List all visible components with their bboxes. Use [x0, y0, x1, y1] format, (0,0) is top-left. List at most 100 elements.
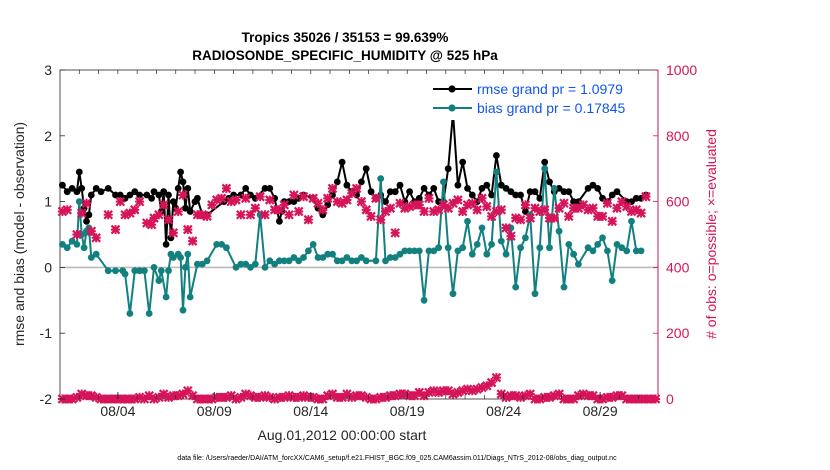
bias-point — [531, 290, 539, 298]
rmse-point — [430, 185, 438, 192]
obs_evaluated-marker — [216, 193, 227, 204]
rmse-point — [186, 208, 194, 215]
rmse-point — [63, 188, 71, 196]
y-right-tick-label: 800 — [666, 128, 690, 144]
rmse-point — [150, 188, 158, 196]
obs_evaluated-marker — [103, 209, 114, 220]
bias-point — [73, 241, 81, 248]
bias-point — [165, 267, 172, 275]
rmse-point — [459, 158, 467, 166]
obs_evaluated-marker — [419, 206, 429, 217]
rmse-point — [589, 181, 597, 189]
rmse-point — [242, 185, 250, 192]
rmse-point — [391, 188, 399, 196]
rmse-point — [85, 211, 93, 219]
bias-point — [522, 234, 529, 242]
obs_evaluated-marker — [240, 193, 251, 204]
bias-point — [628, 217, 635, 225]
obs_evaluated-marker — [342, 195, 352, 205]
obs_evaluated-marker — [525, 213, 535, 223]
bias-point — [324, 250, 332, 258]
bias-point — [198, 260, 206, 268]
obs_evaluated-marker — [472, 205, 482, 215]
rmse-point — [126, 191, 134, 199]
obs_evaluated-marker — [496, 205, 507, 215]
rmse-point — [570, 198, 577, 206]
x-tick-label: 08/24 — [486, 403, 521, 419]
obs_evaluated-marker — [173, 206, 183, 217]
bias-point — [280, 257, 288, 265]
bias-point — [131, 267, 139, 275]
bias-point — [372, 257, 380, 265]
rmse-point — [182, 204, 189, 212]
obs_evaluated-marker — [115, 196, 126, 207]
x-tick-label: 08/14 — [293, 403, 328, 419]
rmse-point — [174, 185, 182, 192]
bias-point — [343, 254, 351, 261]
bias-point — [377, 175, 385, 183]
bias-point — [150, 264, 158, 271]
bias-point — [300, 254, 307, 261]
bias-point — [271, 260, 278, 268]
rmse-point — [97, 188, 105, 196]
rmse-point — [78, 185, 86, 192]
rmse-point — [415, 194, 423, 202]
rmse-point — [546, 178, 553, 186]
obs_evaluated-marker — [501, 223, 511, 233]
rmse-point — [382, 198, 389, 206]
obs_evaluated-marker — [612, 203, 622, 213]
rmse-point — [507, 188, 515, 196]
bias-point — [555, 227, 563, 235]
rmse-point — [541, 158, 549, 166]
y-right-tick-label: 400 — [666, 259, 690, 275]
rmse-point — [493, 152, 500, 159]
obs_evaluated-marker — [457, 206, 468, 217]
bias-point — [348, 257, 356, 265]
bias-point — [362, 257, 370, 265]
obs_evaluated-marker — [255, 191, 265, 202]
obs_evaluated-marker — [361, 205, 372, 215]
rmse-point — [68, 185, 76, 192]
obs_evaluated-marker — [477, 193, 487, 204]
y-right-tick-label: 200 — [666, 325, 690, 341]
y-axis-right-label: # of obs: o=possible; ×=evaluated — [703, 129, 719, 339]
legend-bias-label: bias grand pr = 0.17845 — [477, 100, 625, 116]
rmse-point — [488, 191, 495, 199]
bias-point — [473, 241, 481, 248]
obs_possible_baseline-marker — [491, 372, 502, 383]
obs_evaluated-marker — [453, 195, 463, 205]
bias-point — [637, 247, 645, 255]
bias-point — [541, 165, 549, 173]
bias-point — [632, 247, 640, 255]
obs_evaluated-marker — [284, 209, 294, 220]
rmse-point — [104, 185, 112, 192]
rmse-point — [531, 188, 539, 196]
y-left-tick-label: -2 — [40, 391, 53, 407]
bias-point — [333, 257, 341, 265]
obs_evaluated-marker — [81, 198, 92, 209]
bias-point — [184, 250, 192, 258]
bias-point — [589, 247, 597, 255]
data-file-footer: data file: /Users/raeder/DAI/ATM_forcXX/… — [177, 455, 617, 462]
bias-point — [517, 244, 524, 252]
bias-point — [444, 244, 452, 252]
obs_evaluated-marker — [86, 226, 97, 236]
bias-point — [415, 247, 423, 255]
bias-point — [290, 254, 298, 261]
bias-point — [266, 257, 274, 265]
rmse-point — [169, 198, 177, 206]
bias-point — [570, 250, 577, 258]
bias-point — [497, 237, 505, 245]
obs_evaluated-marker — [110, 224, 121, 235]
bias-point — [75, 198, 83, 206]
rmse-point — [594, 185, 602, 192]
bias-point — [121, 270, 129, 278]
bias-point — [251, 260, 259, 268]
rmse-point — [468, 191, 476, 199]
obs_evaluated-marker — [351, 183, 362, 194]
obs_evaluated-marker — [91, 233, 101, 243]
bias-point — [177, 254, 185, 261]
obs_evaluated-marker — [559, 198, 569, 209]
bias-point — [608, 277, 616, 284]
rmse-point — [367, 188, 375, 196]
